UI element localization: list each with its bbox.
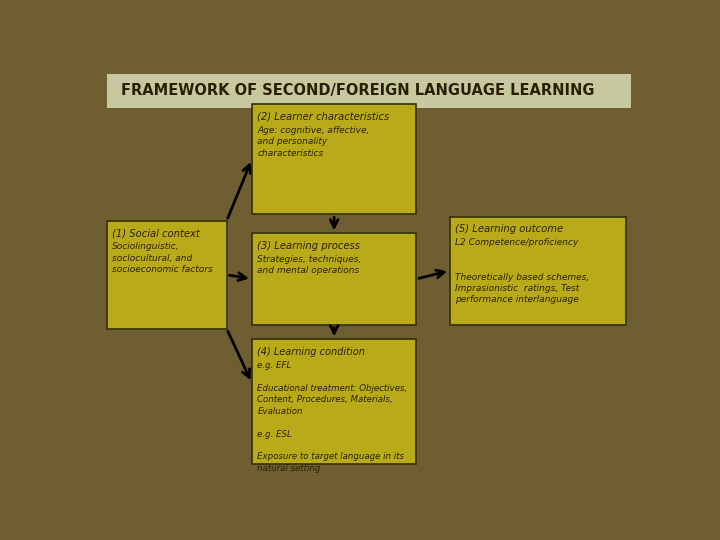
Text: Sociolinguistic,
soclocultural, and
socioeconomic factors: Sociolinguistic, soclocultural, and soci… <box>112 242 213 274</box>
Text: FRAMEWORK OF SECOND/FOREIGN LANGUAGE LEARNING: FRAMEWORK OF SECOND/FOREIGN LANGUAGE LEA… <box>121 84 594 98</box>
FancyBboxPatch shape <box>450 217 626 325</box>
Text: (5) Learning outcome: (5) Learning outcome <box>456 224 564 234</box>
Text: (3) Learning process: (3) Learning process <box>258 241 361 251</box>
FancyBboxPatch shape <box>252 233 416 325</box>
FancyBboxPatch shape <box>252 104 416 214</box>
Text: e.g. EFL

Educational treatment: Objectives,
Content, Procedures, Materials,
Eva: e.g. EFL Educational treatment: Objectiv… <box>258 361 408 473</box>
FancyBboxPatch shape <box>252 339 416 464</box>
Text: L2 Competence/proficiency


Theoretically based schemes,
Imprasionistic  ratings: L2 Competence/proficiency Theoretically … <box>456 238 590 305</box>
Text: Strategies, techniques,
and mental operations: Strategies, techniques, and mental opera… <box>258 255 361 275</box>
Text: (2) Learner characteristics: (2) Learner characteristics <box>258 112 390 122</box>
Text: Age: cognitive, affective,
and personality
characteristics: Age: cognitive, affective, and personali… <box>258 126 370 158</box>
FancyBboxPatch shape <box>107 75 631 109</box>
Text: (4) Learning condition: (4) Learning condition <box>258 347 365 357</box>
Text: (1) Social context: (1) Social context <box>112 228 200 238</box>
FancyBboxPatch shape <box>107 221 227 329</box>
